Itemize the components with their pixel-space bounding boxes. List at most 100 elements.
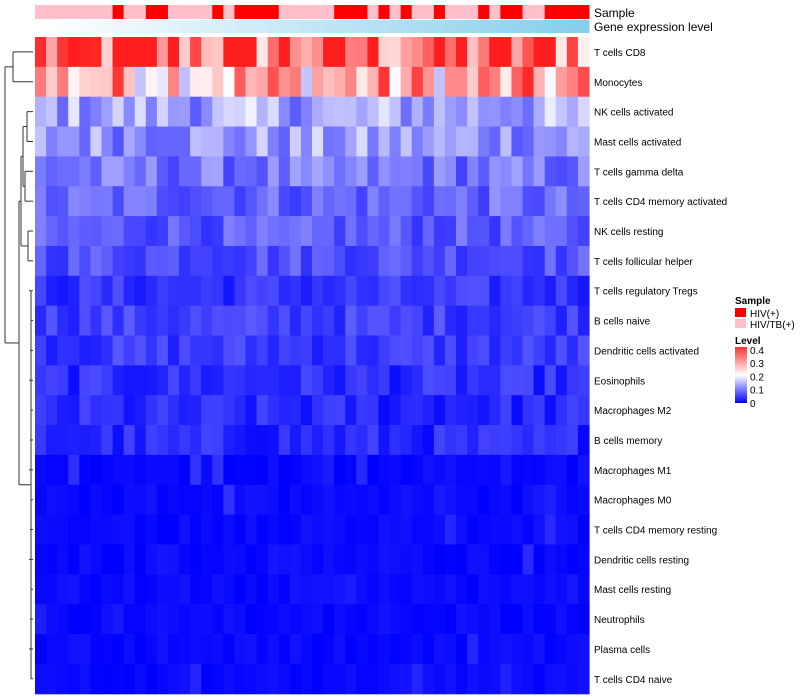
heatmap-cell [511,37,524,68]
expression-annotation-cell [156,20,169,33]
heatmap-cell [167,305,180,337]
sample-annotation-cell [201,5,213,19]
heatmap-cell [555,216,568,247]
heatmap-cell [201,216,213,247]
heatmap-cell [212,544,224,575]
heatmap-cell [522,275,535,307]
heatmap-cell [444,484,457,516]
heatmap-cell [278,186,291,217]
heatmap-cell [533,66,546,98]
heatmap-cell [389,245,402,277]
heatmap-cell [467,663,479,695]
sample-annotation-cell [278,5,291,19]
heatmap-cell [444,245,457,277]
heatmap-cell [433,305,446,337]
heatmap-cell [533,574,546,605]
heatmap-cell [79,66,91,98]
heatmap-cell [300,365,313,396]
heatmap-cell [478,96,490,128]
expression-annotation-cell [522,20,535,33]
heatmap-cell [478,216,490,247]
heatmap-cell [123,275,136,307]
heatmap-cell [500,454,513,486]
heatmap-cell [223,425,236,456]
heatmap-cell [267,245,280,277]
heatmap-cell [90,305,103,337]
heatmap-cell [544,544,557,575]
heatmap-cell [522,245,535,277]
sample-annotation-cell [533,5,546,19]
heatmap-cell [190,305,202,337]
heatmap-cell [323,514,335,546]
heatmap-cell [389,365,402,396]
heatmap-cell [145,395,158,426]
heatmap-cell [190,604,202,635]
heatmap-cell [345,514,357,546]
heatmap-cell [400,484,413,516]
heatmap-cell [145,37,158,68]
heatmap-cell [544,425,557,456]
heatmap-cell [267,634,280,665]
heatmap-cell [577,365,590,396]
sample-annotation-label: Sample [594,6,635,20]
heatmap-cell [389,37,402,68]
heatmap-cell [167,156,180,187]
heatmap-cell [190,514,202,546]
heatmap-cell [123,66,136,98]
heatmap-cell [411,395,424,426]
heatmap-cell [467,634,479,665]
heatmap-cell [256,514,269,546]
heatmap-cell [444,96,457,128]
heatmap-cell [289,604,302,635]
heatmap-cell [90,66,103,98]
heatmap-cell [68,126,80,157]
heatmap-cell [245,156,258,187]
row-dendrogram [4,51,33,680]
heatmap-cell [223,514,236,546]
heatmap-cell [433,37,446,68]
heatmap-cell [190,156,202,187]
heatmap-cell [389,66,402,98]
heatmap-cell [511,365,524,396]
heatmap-cell [467,514,479,546]
heatmap-cell [179,156,191,187]
heatmap-cell [422,186,435,217]
heatmap-cell [256,395,269,426]
heatmap-cell [68,484,80,516]
heatmap-cell [201,484,213,516]
expression-annotation-cell [444,20,457,33]
heatmap-cell [489,37,501,68]
row-label: Eosinophils [594,376,645,387]
heatmap-cell [400,425,413,456]
heatmap-cell [123,454,136,486]
sample-annotation-cell [57,5,69,19]
heatmap-cell [312,484,324,516]
heatmap-cell [533,395,546,426]
heatmap-cell [334,514,346,546]
expression-annotation-cell [145,20,158,33]
heatmap-cell [68,574,80,605]
heatmap-cell [46,216,58,247]
heatmap-cell [289,126,302,157]
heatmap-cell [334,454,346,486]
heatmap-cell [323,96,335,128]
heatmap-cell [323,216,335,247]
heatmap-cell [312,186,324,217]
expression-annotation-cell [223,20,235,33]
heatmap-cell [289,365,302,396]
heatmap-cell [145,604,158,635]
legend-swatch-hivtb [735,319,746,328]
heatmap-cell [544,186,557,217]
heatmap-cell [522,156,535,187]
heatmap-cell [522,663,535,695]
heatmap-cell [389,395,402,426]
heatmap-cell [145,514,158,546]
heatmap-cell [467,186,479,217]
heatmap-cell [389,663,402,695]
heatmap-cell [511,514,524,546]
heatmap-cell [179,186,191,217]
heatmap-cell [478,544,490,575]
heatmap-cell [577,37,590,68]
heatmap-cell [312,395,324,426]
heatmap-cell [400,37,413,68]
